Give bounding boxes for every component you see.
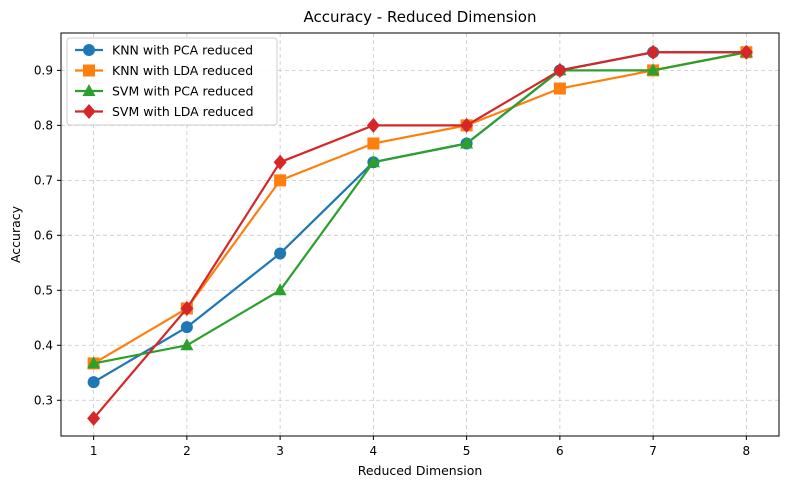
- x-axis-label: Reduced Dimension: [358, 463, 483, 478]
- data-point-circle: [87, 376, 100, 389]
- legend-box: [66, 37, 278, 126]
- data-point-triangle: [180, 338, 194, 351]
- series-line: [93, 51, 747, 365]
- y-tick-label: 0.9: [34, 64, 53, 78]
- data-point-triangle: [646, 63, 660, 76]
- x-tick-label: 5: [463, 444, 471, 458]
- data-point-diamond: [739, 44, 753, 60]
- legend-swatch-marker: [82, 104, 96, 119]
- y-tick-label: 0.8: [34, 119, 53, 133]
- x-tick-label: 7: [649, 444, 657, 458]
- x-tick-label: 4: [370, 444, 378, 458]
- legend-item: SVM with PCA reduced: [75, 84, 253, 99]
- data-point-diamond: [180, 300, 194, 316]
- series-layer: [87, 44, 753, 426]
- y-tick-label: 0.4: [34, 339, 53, 353]
- x-tick-label: 3: [276, 444, 284, 458]
- data-point-square: [553, 82, 566, 95]
- data-point-diamond: [646, 44, 660, 60]
- y-tick-label: 0.6: [34, 229, 53, 243]
- legend-item: SVM with LDA reduced: [75, 104, 254, 119]
- data-point-triangle: [366, 155, 380, 168]
- data-point-triangle: [273, 283, 287, 296]
- legend-label: KNN with PCA reduced: [112, 43, 253, 58]
- data-point-diamond: [87, 410, 101, 426]
- series-line: [93, 51, 747, 365]
- x-tick-label: 6: [556, 444, 564, 458]
- x-tick-label: 1: [90, 444, 98, 458]
- data-point-square: [274, 174, 287, 187]
- data-point-circle: [180, 321, 193, 334]
- y-tick-label: 0.7: [34, 174, 53, 188]
- y-tick-label: 0.5: [34, 284, 53, 298]
- chart-title: Accuracy - Reduced Dimension: [304, 8, 537, 26]
- y-axis-label: Accuracy: [8, 205, 23, 263]
- data-point-square: [367, 137, 380, 150]
- data-point-diamond: [366, 117, 380, 133]
- legend-label: KNN with LDA reduced: [112, 63, 253, 78]
- data-point-triangle: [460, 136, 474, 149]
- legend-item: KNN with PCA reduced: [75, 43, 253, 58]
- legend-swatch-marker: [83, 64, 95, 77]
- data-point-diamond: [460, 117, 474, 133]
- series-4: [87, 44, 753, 426]
- y-tick-label: 0.3: [34, 394, 53, 408]
- tick-layer: 1 2 3 4 5 6 7 8 0.3 0.4 0.5 0.6 0.7 0.8 0.9: [34, 64, 750, 458]
- data-point-triangle: [87, 356, 101, 369]
- plot-frame: [60, 32, 780, 437]
- x-tick-label: 8: [743, 444, 751, 458]
- legend-item: KNN with LDA reduced: [75, 63, 253, 78]
- data-point-circle: [274, 247, 287, 260]
- legend-label: SVM with PCA reduced: [112, 84, 253, 99]
- data-point-diamond: [553, 62, 567, 78]
- data-point-diamond: [273, 154, 287, 170]
- legend-swatch-marker: [82, 84, 96, 96]
- series-line: [92, 51, 747, 420]
- legend-swatch-marker: [83, 44, 95, 56]
- legend: KNN with PCA reduced KNN with LDA reduced…: [66, 37, 278, 126]
- x-tick-label: 2: [183, 444, 191, 458]
- legend-label: SVM with LDA reduced: [112, 104, 254, 119]
